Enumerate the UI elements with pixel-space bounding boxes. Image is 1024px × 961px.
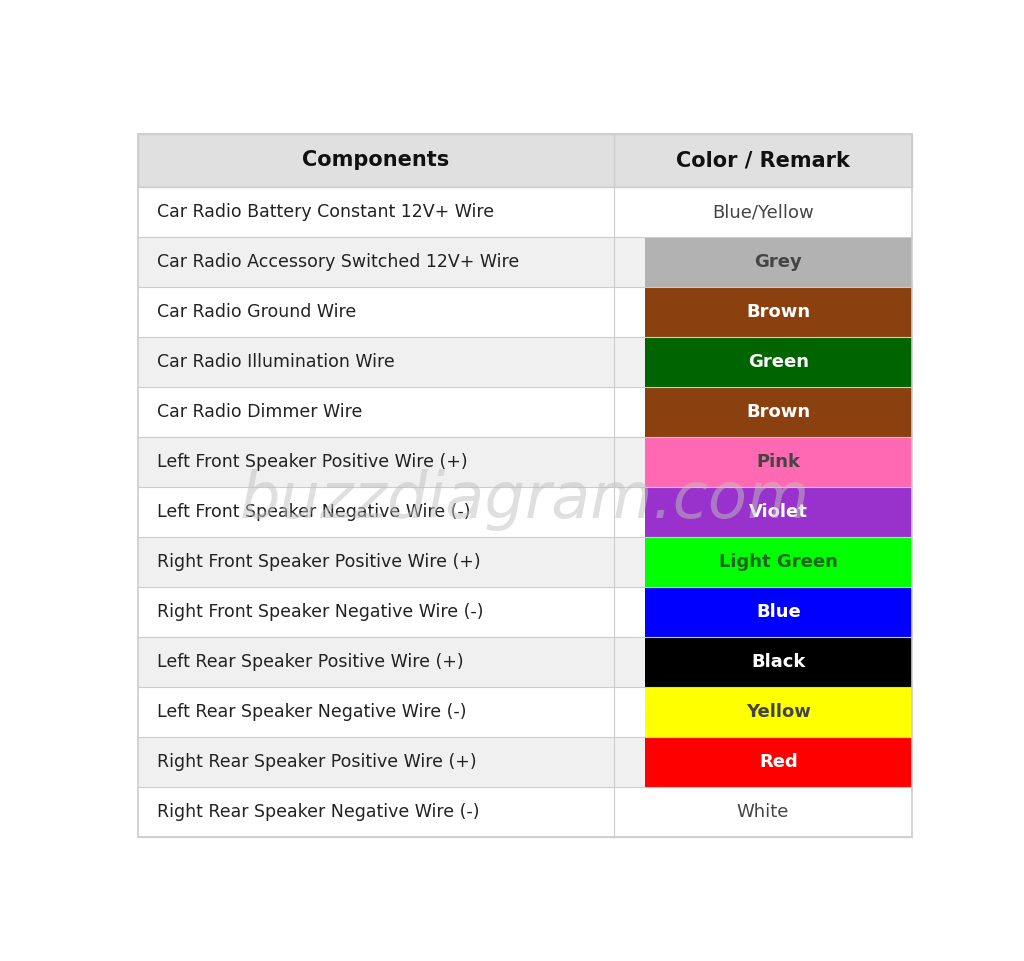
Bar [613,637,912,687]
Text: Left Rear Speaker Negative Wire (-): Left Rear Speaker Negative Wire (-) [158,702,467,721]
Bar [613,187,912,237]
Bar [645,337,912,387]
Bar [645,287,912,337]
Bar [645,687,912,737]
Bar [613,537,912,587]
Text: Green: Green [748,353,809,371]
Text: Car Radio Accessory Switched 12V+ Wire: Car Radio Accessory Switched 12V+ Wire [158,253,519,271]
Bar [137,587,613,637]
Text: Right Rear Speaker Negative Wire (-): Right Rear Speaker Negative Wire (-) [158,802,480,821]
Text: Left Front Speaker Positive Wire (+): Left Front Speaker Positive Wire (+) [158,453,468,471]
Text: Brown: Brown [746,303,811,321]
Bar [613,737,912,787]
Bar [613,787,912,837]
Text: Car Radio Ground Wire: Car Radio Ground Wire [158,303,356,321]
Bar [613,337,912,387]
Bar [137,787,613,837]
Bar [645,637,912,687]
Text: Red: Red [759,752,798,771]
Text: Car Radio Battery Constant 12V+ Wire: Car Radio Battery Constant 12V+ Wire [158,203,495,221]
Bar [645,587,912,637]
Bar [137,187,613,237]
Bar [137,337,613,387]
Text: Grey: Grey [755,253,803,271]
Bar [613,237,912,287]
Text: Black: Black [752,653,806,671]
Text: Blue/Yellow: Blue/Yellow [712,203,814,221]
Text: Components: Components [302,151,450,170]
Text: Right Front Speaker Positive Wire (+): Right Front Speaker Positive Wire (+) [158,553,481,571]
Bar [137,437,613,487]
Bar [137,537,613,587]
Bar [645,437,912,487]
Text: Yellow: Yellow [746,702,811,721]
Text: Light Green: Light Green [719,553,838,571]
Bar [137,134,912,187]
Bar [137,387,613,437]
Text: Blue: Blue [756,603,801,621]
Bar [645,387,912,437]
Bar [645,487,912,537]
Text: Violet: Violet [749,503,808,521]
Bar [613,387,912,437]
Text: Car Radio Dimmer Wire: Car Radio Dimmer Wire [158,403,362,421]
Bar [137,287,613,337]
Bar [645,737,912,787]
Bar [137,637,613,687]
Bar [613,437,912,487]
Text: Car Radio Illumination Wire: Car Radio Illumination Wire [158,353,395,371]
Text: Right Rear Speaker Positive Wire (+): Right Rear Speaker Positive Wire (+) [158,752,477,771]
Text: Pink: Pink [757,453,801,471]
Bar [613,487,912,537]
Bar [137,687,613,737]
Text: Color / Remark: Color / Remark [676,151,850,170]
Bar [137,237,613,287]
Text: buzzdiagram.com: buzzdiagram.com [240,469,810,531]
Text: Brown: Brown [746,403,811,421]
Bar [613,687,912,737]
Bar [613,587,912,637]
Text: White: White [737,802,790,821]
Bar [645,237,912,287]
Text: Left Front Speaker Negative Wire (-): Left Front Speaker Negative Wire (-) [158,503,471,521]
Bar [137,737,613,787]
Bar [645,537,912,587]
Text: Left Rear Speaker Positive Wire (+): Left Rear Speaker Positive Wire (+) [158,653,464,671]
Bar [613,287,912,337]
Text: Right Front Speaker Negative Wire (-): Right Front Speaker Negative Wire (-) [158,603,484,621]
Bar [137,487,613,537]
